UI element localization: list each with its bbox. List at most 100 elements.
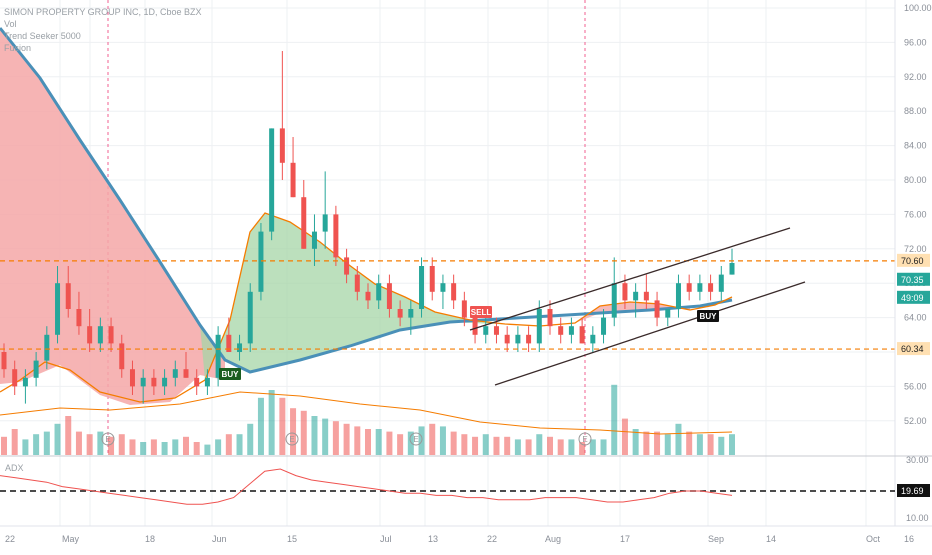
candle-body [237, 343, 243, 352]
adx-tick: 10.00 [906, 513, 929, 523]
volume-bar [654, 431, 661, 455]
candle-body [97, 326, 103, 344]
volume-bar [621, 418, 628, 455]
candle-body [365, 291, 371, 301]
volume-bar [11, 429, 18, 455]
price-tick: 64.00 [904, 313, 927, 323]
candle-body [204, 377, 210, 387]
candle-body [386, 283, 392, 309]
volume-bar [332, 421, 339, 455]
candle-body [162, 377, 168, 387]
time-label: 17 [620, 534, 630, 544]
candle-body [376, 283, 382, 301]
volume-bar [643, 431, 650, 455]
volume-bar [204, 444, 211, 455]
price-tick: 52.00 [904, 416, 927, 426]
badge-countdown-bg [897, 290, 930, 304]
volume-bar [664, 434, 671, 455]
candle-body [686, 283, 692, 292]
candle-body [419, 266, 425, 309]
time-label: 22 [5, 534, 15, 544]
candle-body [461, 300, 467, 318]
candle-body [140, 377, 146, 387]
time-label: Jul [380, 534, 392, 544]
volume-bar [450, 431, 457, 455]
volume-bar [547, 436, 553, 455]
candle-body [44, 334, 50, 361]
candle-body [643, 291, 649, 301]
volume-bar [215, 439, 222, 455]
drawings[interactable]: SELL BUY BUY [0, 227, 895, 386]
volume-bar [568, 439, 575, 455]
candle-body [301, 197, 307, 249]
candle-body [408, 309, 414, 318]
candle-body [665, 309, 671, 318]
volume-bar [247, 423, 254, 455]
candle-body [33, 360, 39, 378]
buy-signal-early-bg [219, 368, 241, 380]
candle-body [568, 326, 574, 335]
volume-bar [183, 436, 189, 455]
volume-bar [22, 439, 29, 455]
candlesticks [1, 51, 735, 404]
time-label: Sep [708, 534, 724, 544]
earnings-marker-label: E [289, 435, 294, 444]
volume-bar [311, 416, 318, 455]
price-tick: 72.00 [904, 244, 927, 254]
candle-body [311, 231, 317, 249]
buy-signal-late: BUY [700, 312, 718, 321]
candle-body [397, 309, 403, 318]
time-label: 15 [287, 534, 297, 544]
buy-signal-early: BUY [222, 370, 240, 379]
volume-bar [343, 423, 350, 455]
legend-volume[interactable]: Vol [4, 19, 17, 29]
earnings-marker-label: E [105, 435, 110, 444]
adx-label: ADX [5, 463, 24, 473]
volume-bar [536, 434, 543, 455]
volume-bar [525, 439, 532, 455]
time-label: Aug [545, 534, 561, 544]
candle-body [451, 283, 457, 301]
candle-body [151, 377, 157, 387]
badge-last-price-bg [897, 272, 930, 286]
badge-last-price: 70.35 [901, 275, 924, 285]
volume-bar [375, 429, 382, 455]
time-axis[interactable]: 22 May 18 Jun 15 Jul 13 22 Aug 17 Sep 14 Oct 16 [0, 525, 932, 544]
candle-body [12, 369, 18, 387]
volume-bar [707, 434, 714, 455]
time-label: Oct [866, 534, 881, 544]
time-label: 14 [766, 534, 776, 544]
volume-bar [729, 434, 735, 455]
adx-line [0, 468, 733, 505]
badge-upper-level-bg [897, 253, 930, 267]
sell-signal: SELL [471, 308, 492, 317]
volume-bar [300, 410, 307, 455]
adx-badge-bg [897, 484, 930, 497]
volume-bar [54, 423, 61, 455]
legend-fusion[interactable]: Fusion [4, 43, 32, 53]
earnings-marker [578, 432, 592, 446]
volume-bar [257, 397, 264, 455]
volume-bar [504, 436, 511, 455]
legend-symbol[interactable]: SIMON PROPERTY GROUP INC, 1D, Cboe BZX [4, 7, 202, 17]
volume-bar [407, 431, 414, 455]
volume-bar [161, 442, 168, 455]
legend-trend-seeker[interactable]: Trend Seeker 5000 [4, 31, 81, 41]
volume-bar [322, 418, 329, 455]
volume-bar [236, 434, 243, 455]
candle-body [547, 309, 553, 327]
volume-bar [386, 431, 393, 455]
bear-zone-late [575, 302, 690, 323]
price-tick: 100.00 [904, 3, 932, 13]
volume-ma [0, 391, 733, 435]
volume-bar [193, 442, 200, 455]
volume-bar [354, 426, 361, 455]
volume-bar [514, 439, 521, 455]
candle-body [76, 309, 82, 327]
volume-bar [1, 436, 7, 455]
candle-body [258, 231, 264, 292]
channel-lower [494, 281, 806, 386]
volume-bar [632, 429, 639, 455]
